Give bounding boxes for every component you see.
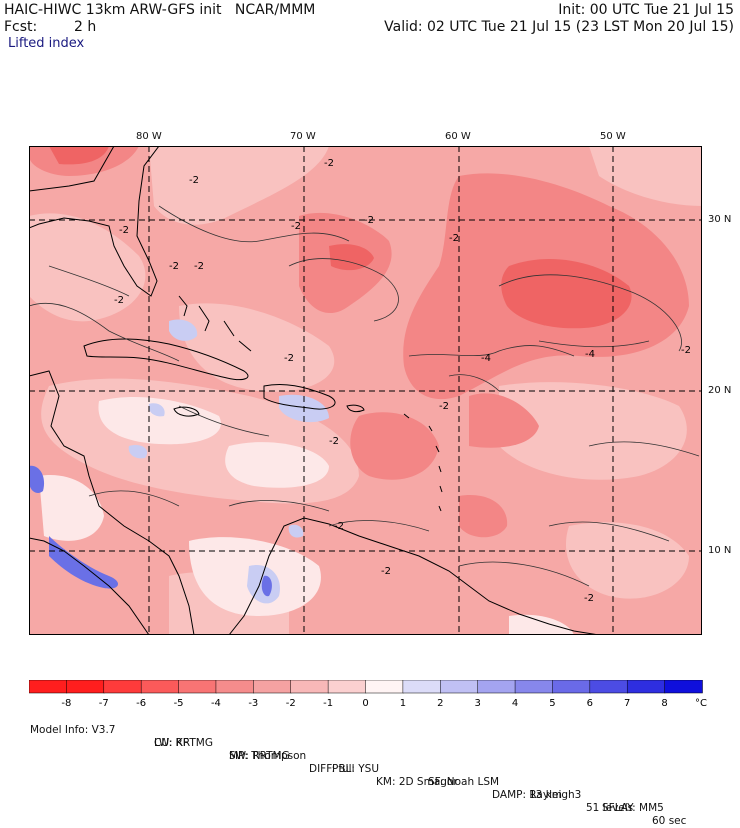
colorbar-tick-label: 3 (474, 698, 480, 709)
contour-label: -2 (284, 353, 294, 364)
contour-label: -2 (439, 401, 449, 412)
colorbar-swatch (589, 680, 628, 694)
contour-label: -2 (194, 261, 204, 272)
colorbar-swatch (66, 680, 105, 694)
contour-label: -2 (381, 566, 391, 577)
colorbar-swatch (29, 680, 68, 694)
contour-label: -2 (681, 345, 691, 356)
contour-label: -2 (114, 295, 124, 306)
contour-label: -2 (449, 233, 459, 244)
colorbar-swatches (29, 680, 703, 694)
plot-title: HAIC-HIWC 13km ARW-GFS init NCAR/MMM (4, 2, 316, 18)
cuba-coastline (83, 338, 249, 381)
colorbar-swatch (477, 680, 516, 694)
colorbar-swatch (626, 680, 666, 694)
colorbar-swatch (365, 680, 404, 694)
lat-label-10n: 10 N (708, 545, 732, 556)
colorbar-tick-label: 1 (400, 698, 406, 709)
central-america-coastline (29, 370, 195, 635)
contour-label: -4 (585, 349, 595, 360)
lesser-antilles-coastline (403, 413, 443, 512)
colorbar-tick-label: 0 (362, 698, 368, 709)
colorbar-tick-label: -8 (61, 698, 71, 709)
forecast-label: Fcst: (4, 19, 38, 35)
lat-label-30n: 30 N (708, 214, 732, 225)
model-info-line-2: LW: RRTMG SW: RRTMG DIFF: full KM: 2D Sm… (30, 724, 720, 815)
lat-lon-grid (29, 146, 702, 635)
contour-label: -4 (481, 353, 491, 364)
contour-label: -2 (334, 521, 344, 532)
hispaniola-coastline (263, 383, 336, 410)
field-deep-blue-patches (29, 465, 272, 597)
init-time: Init: 00 UTC Tue 21 Jul 15 (558, 2, 734, 18)
contour-label: -2 (291, 221, 301, 232)
contour-label: -2 (324, 158, 334, 169)
colorbar: -8 -7 -6 -5 -4 -3 -2 -1 0 1 2 3 4 5 6 7 8 °C (29, 680, 707, 709)
colorbar-tick-label: -3 (248, 698, 258, 709)
time-step: 60 sec (652, 815, 687, 827)
colorbar-swatch (215, 680, 255, 694)
field-core-regions (49, 146, 632, 329)
contour-label: -2 (169, 261, 179, 272)
colorbar-swatch (402, 680, 442, 694)
colorbar-tick-label: -5 (174, 698, 184, 709)
lon-label-50w: 50 W (600, 131, 626, 142)
longwave-scheme: LW: RRTMG (154, 737, 213, 749)
damping-option: DAMP: Rayleigh3 (492, 789, 582, 801)
lon-label-70w: 70 W (290, 131, 316, 142)
puerto-rico-coastline (346, 404, 365, 413)
eddy-coefficient-option: KM: 2D Smagor (376, 776, 458, 788)
surface-layer-scheme: SFLAY: MM5 (602, 802, 664, 814)
map-frame (29, 146, 702, 635)
colorbar-tick-label: -2 (286, 698, 296, 709)
colorbar-swatch (327, 680, 367, 694)
colorbar-tick-label: 6 (587, 698, 593, 709)
lon-label-60w: 60 W (445, 131, 471, 142)
lon-label-80w: 80 W (136, 131, 162, 142)
colorbar-tick-label: -7 (99, 698, 109, 709)
shortwave-scheme: SW: RRTMG (229, 750, 290, 762)
colorbar-tick-label: 2 (437, 698, 443, 709)
lat-label-20n: 20 N (708, 385, 732, 396)
colorbar-unit: °C (695, 698, 707, 709)
colorbar-tick-label: 4 (512, 698, 518, 709)
colorbar-tick-label: 7 (624, 698, 630, 709)
colorbar-swatch (664, 680, 703, 694)
colorbar-swatch (253, 680, 292, 694)
colorbar-swatch (290, 680, 329, 694)
jamaica-coastline (173, 406, 200, 417)
valid-time: Valid: 02 UTC Tue 21 Jul 15 (23 LST Mon … (384, 19, 734, 35)
forecast-hour: 2 h (74, 19, 97, 35)
colorbar-ticks: -8 -7 -6 -5 -4 -3 -2 -1 0 1 2 3 4 5 6 7 8 (61, 698, 667, 709)
colorbar-tick-label: -1 (323, 698, 333, 709)
colorbar-swatch (103, 680, 142, 694)
colorbar-swatch (514, 680, 554, 694)
lifted-index-map: -2 -2 -2 -2 -2 -2 -2 -2 -2 -2 -2 -2 -4 -… (29, 146, 702, 635)
diffusion-option: DIFF: full (309, 763, 355, 775)
contour-label: -2 (329, 436, 339, 447)
contour-label: -2 (189, 175, 199, 186)
contour-label: -2 (119, 225, 129, 236)
contour-lines (29, 205, 700, 587)
contour-label: -2 (584, 593, 594, 604)
contour-label: -2 (364, 215, 374, 226)
field-name: Lifted index (8, 36, 85, 51)
bahamas-coastline (178, 295, 252, 352)
colorbar-swatch (178, 680, 217, 694)
colorbar-swatch (552, 680, 591, 694)
colorbar-swatch (140, 680, 180, 694)
colorbar-tick-label: 8 (661, 698, 667, 709)
colorbar-swatch (440, 680, 479, 694)
colorbar-tick-label: -6 (136, 698, 146, 709)
colorbar-tick-label: -4 (211, 698, 221, 709)
model-version: Model Info: V3.7 (30, 724, 116, 736)
colorbar-tick-label: 5 (549, 698, 555, 709)
florida-coastline (29, 146, 160, 297)
